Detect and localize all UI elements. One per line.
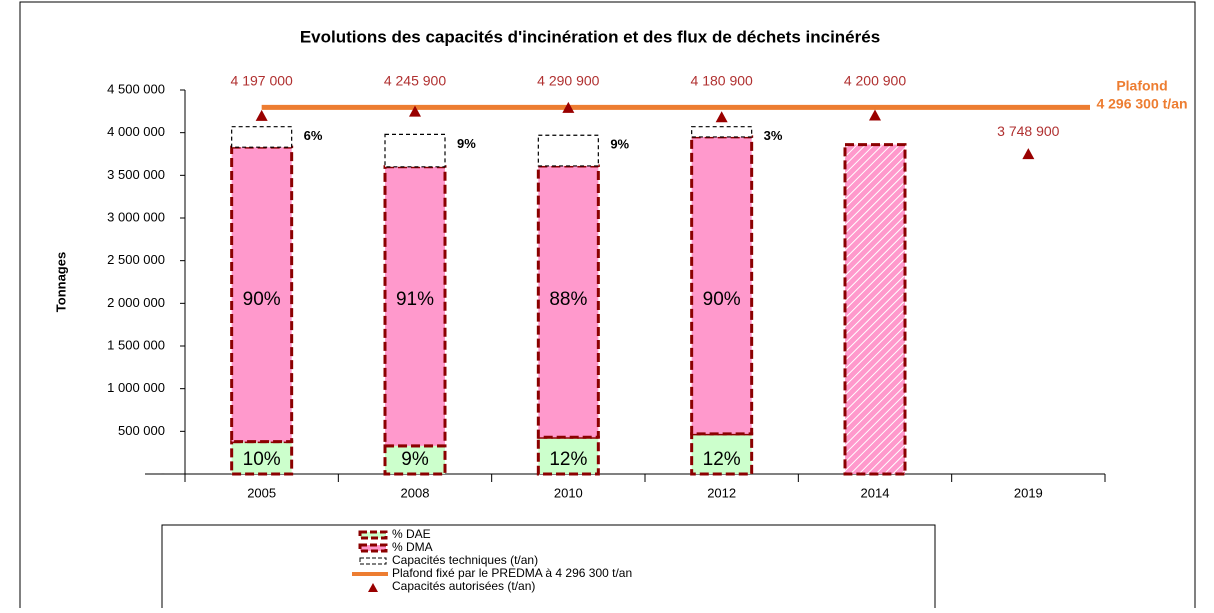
ceiling-label: Plafond bbox=[1116, 78, 1167, 94]
legend-swatch bbox=[368, 583, 378, 592]
chart-title: Evolutions des capacités d'incinération … bbox=[300, 27, 880, 46]
share-label: 90% bbox=[243, 289, 281, 310]
x-tick-label: 2019 bbox=[1014, 485, 1043, 500]
marker bbox=[869, 109, 881, 121]
legend bbox=[161, 524, 936, 613]
bar-segment bbox=[536, 435, 600, 476]
legend-swatch bbox=[358, 530, 388, 540]
share-label: 9% bbox=[457, 136, 476, 151]
legend-label: Capacités autorisées (t/an) bbox=[392, 579, 535, 593]
share-label: 90% bbox=[703, 289, 741, 310]
bar-segment bbox=[690, 432, 754, 476]
legend-swatch bbox=[359, 557, 387, 565]
y-tick-label: 2 500 000 bbox=[107, 252, 165, 267]
x-tick-label: 2008 bbox=[401, 485, 430, 500]
marker-label: 4 290 900 bbox=[537, 73, 599, 89]
share-label: 12% bbox=[703, 449, 741, 470]
bar-segment bbox=[231, 126, 293, 148]
share-label: 88% bbox=[549, 289, 587, 310]
y-tick-label: 2 000 000 bbox=[107, 295, 165, 310]
share-label: 9% bbox=[610, 137, 629, 152]
x-tick-label: 2010 bbox=[554, 485, 583, 500]
legend-label: % DAE bbox=[392, 527, 431, 541]
marker bbox=[715, 111, 728, 123]
marker-label: 3 748 900 bbox=[997, 123, 1059, 139]
bar-segment bbox=[384, 133, 446, 168]
x-tick-label: 2014 bbox=[861, 485, 890, 500]
x-tick-label: 2012 bbox=[707, 485, 736, 500]
marker-label: 4 197 000 bbox=[231, 73, 293, 89]
bar-segment bbox=[843, 143, 907, 476]
y-tick-label: 3 500 000 bbox=[107, 167, 165, 182]
y-tick-label: 4 000 000 bbox=[107, 124, 165, 139]
marker-label: 4 200 900 bbox=[844, 73, 906, 89]
bar-segment bbox=[536, 164, 600, 439]
share-label: 10% bbox=[243, 449, 281, 470]
ceiling-label: 4 296 300 t/an bbox=[1096, 96, 1187, 112]
frame bbox=[19, 1, 1196, 613]
y-tick-label: 1 000 000 bbox=[107, 380, 165, 395]
bar-segment bbox=[690, 135, 754, 436]
share-label: 9% bbox=[401, 449, 429, 470]
marker-label: 4 245 900 bbox=[384, 73, 446, 89]
share-label: 91% bbox=[396, 289, 434, 310]
bar-segment bbox=[383, 165, 447, 448]
share-label: 3% bbox=[764, 128, 783, 143]
legend-label: % DMA bbox=[392, 540, 433, 554]
bar-segment bbox=[691, 126, 753, 138]
marker bbox=[409, 105, 421, 117]
y-tick-label: - bbox=[161, 465, 165, 480]
y-tick-label: 4 500 000 bbox=[107, 81, 165, 96]
share-label: 6% bbox=[304, 128, 323, 143]
y-tick-label: 1 500 000 bbox=[107, 337, 165, 352]
x-tick-label: 2005 bbox=[247, 485, 276, 500]
legend-swatch bbox=[358, 543, 388, 553]
legend-label: Capacités techniques (t/an) bbox=[392, 553, 538, 567]
legend-label: Plafond fixé par le PREDMA à 4 296 300 t… bbox=[392, 566, 632, 580]
y-tick-label: 500 000 bbox=[118, 423, 165, 438]
y-tick-label: 3 000 000 bbox=[107, 209, 165, 224]
marker bbox=[1022, 148, 1035, 160]
share-label: 12% bbox=[549, 449, 587, 470]
marker bbox=[255, 109, 268, 121]
y-axis-label: Tonnages bbox=[53, 252, 68, 312]
marker-label: 4 180 900 bbox=[691, 73, 753, 89]
bar-segment bbox=[537, 134, 599, 167]
marker bbox=[562, 101, 575, 113]
